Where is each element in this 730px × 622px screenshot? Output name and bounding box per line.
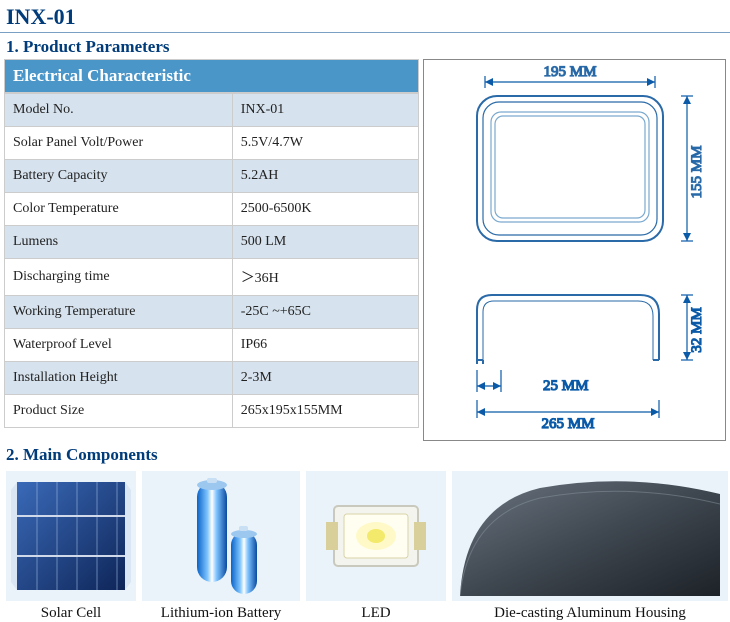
table-row: Lumens500 LM — [5, 226, 419, 259]
component-image — [142, 471, 300, 601]
param-value: INX-01 — [232, 94, 418, 127]
param-value: -25C ~+65C — [232, 296, 418, 329]
param-value: 5.5V/4.7W — [232, 127, 418, 160]
component-label: Die-casting Aluminum Housing — [494, 601, 686, 622]
param-label: Working Temperature — [5, 296, 233, 329]
section-2-title: 2. Main Components — [0, 441, 730, 467]
component-item: Die-casting Aluminum Housing — [452, 471, 728, 622]
component-item: Solar Cell — [6, 471, 136, 622]
table-row: Discharging time＞36H — [5, 259, 419, 296]
table-row: Model No.INX-01 — [5, 94, 419, 127]
param-label: Waterproof Level — [5, 329, 233, 362]
component-image — [452, 471, 728, 601]
param-label: Product Size — [5, 395, 233, 428]
top-row: Electrical Characteristic Model No.INX-0… — [0, 59, 730, 441]
param-value: ＞36H — [232, 259, 418, 296]
dim-side-inset: 25 MM — [543, 378, 588, 394]
dim-side-total: 265 MM — [541, 416, 594, 432]
table-row: Working Temperature-25C ~+65C — [5, 296, 419, 329]
param-value: 265x195x155MM — [232, 395, 418, 428]
table-row: Installation Height2-3M — [5, 362, 419, 395]
table-row: Battery Capacity5.2AH — [5, 160, 419, 193]
table-row: Waterproof LevelIP66 — [5, 329, 419, 362]
param-value: 5.2AH — [232, 160, 418, 193]
param-value: 2500-6500K — [232, 193, 418, 226]
component-label: Lithium-ion Battery — [161, 601, 281, 622]
section-1-title: 1. Product Parameters — [0, 33, 730, 59]
param-value: 500 LM — [232, 226, 418, 259]
table-row: Solar Panel Volt/Power5.5V/4.7W — [5, 127, 419, 160]
param-value: IP66 — [232, 329, 418, 362]
dim-top-height: 155 MM — [689, 146, 705, 199]
param-label: Discharging time — [5, 259, 233, 296]
component-item: Lithium-ion Battery — [142, 471, 300, 622]
table-row: Product Size265x195x155MM — [5, 395, 419, 428]
dim-top-width: 195 MM — [543, 64, 596, 80]
param-label: Model No. — [5, 94, 233, 127]
dimension-drawing: 195 MM 155 MM — [423, 59, 726, 441]
table-row: Color Temperature2500-6500K — [5, 193, 419, 226]
page-title: INX-01 — [0, 0, 730, 33]
component-image — [6, 471, 136, 601]
param-value: 2-3M — [232, 362, 418, 395]
param-label: Installation Height — [5, 362, 233, 395]
component-item: LED — [306, 471, 446, 622]
parameters-table: Model No.INX-01Solar Panel Volt/Power5.5… — [4, 93, 419, 428]
characteristic-header: Electrical Characteristic — [4, 59, 419, 93]
param-label: Battery Capacity — [5, 160, 233, 193]
component-image — [306, 471, 446, 601]
component-label: Solar Cell — [41, 601, 101, 622]
param-label: Lumens — [5, 226, 233, 259]
parameters-column: Electrical Characteristic Model No.INX-0… — [4, 59, 419, 441]
dim-side-h: 32 MM — [689, 307, 705, 352]
components-row: Solar Cell Lithium-ion Battery LED — [0, 467, 730, 622]
component-label: LED — [361, 601, 390, 622]
param-label: Color Temperature — [5, 193, 233, 226]
param-label: Solar Panel Volt/Power — [5, 127, 233, 160]
